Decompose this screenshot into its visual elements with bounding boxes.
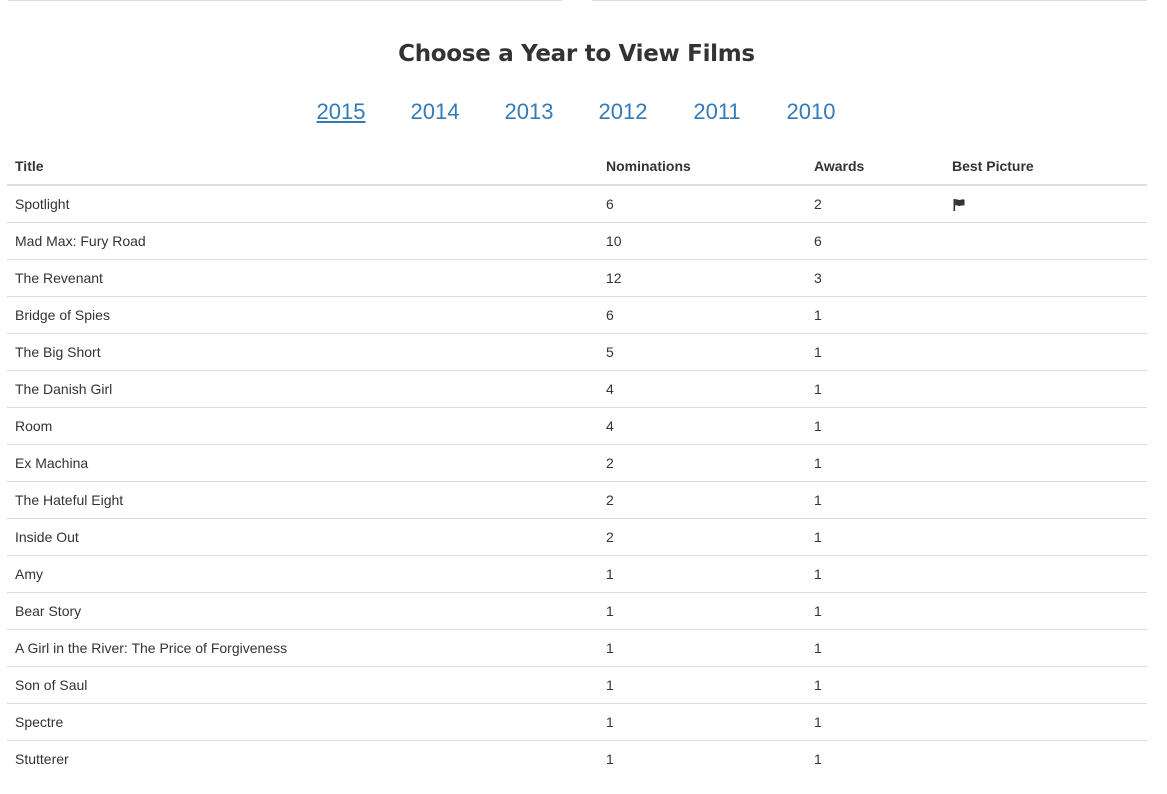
- film-awards-cell: 1: [806, 629, 944, 667]
- film-title-cell: Bridge of Spies: [7, 296, 598, 334]
- column-header-nominations: Nominations: [598, 147, 806, 186]
- year-link-2013[interactable]: 2013: [504, 99, 554, 124]
- film-awards-cell: 1: [806, 296, 944, 334]
- film-nominations-cell: 5: [598, 333, 806, 371]
- year-link-2015[interactable]: 2015: [316, 99, 366, 124]
- table-row: Room 4 1: [7, 407, 1147, 445]
- year-nav: 2015 2014 2013 2012 2011 2010: [294, 97, 874, 129]
- film-awards-cell: 1: [806, 407, 944, 445]
- table-row: Bear Story 1 1: [7, 592, 1147, 630]
- film-nominations-cell: 4: [598, 407, 806, 445]
- film-title-cell: The Hateful Eight: [7, 481, 598, 519]
- table-row: Mad Max: Fury Road 10 6: [7, 222, 1147, 260]
- film-best-picture-cell: [944, 666, 1147, 704]
- table-row: The Big Short 5 1: [7, 333, 1147, 371]
- year-link-2010[interactable]: 2010: [786, 99, 836, 124]
- table-row: Bridge of Spies 6 1: [7, 296, 1147, 334]
- table-row: Spotlight 6 2: [7, 185, 1147, 223]
- film-awards-cell: 1: [806, 703, 944, 741]
- film-nominations-cell: 2: [598, 444, 806, 482]
- table-row: Ex Machina 2 1: [7, 444, 1147, 482]
- film-best-picture-cell: [944, 333, 1147, 371]
- table-row: Son of Saul 1 1: [7, 666, 1147, 704]
- column-header-awards: Awards: [806, 147, 944, 186]
- film-awards-cell: 1: [806, 518, 944, 556]
- film-nominations-cell: 10: [598, 222, 806, 260]
- year-link-2011[interactable]: 2011: [693, 99, 741, 124]
- film-nominations-cell: 1: [598, 592, 806, 630]
- film-nominations-cell: 1: [598, 703, 806, 741]
- film-nominations-cell: 2: [598, 481, 806, 519]
- film-awards-cell: 1: [806, 370, 944, 408]
- film-best-picture-cell: [944, 629, 1147, 667]
- film-nominations-cell: 1: [598, 555, 806, 593]
- year-link-2014[interactable]: 2014: [410, 99, 460, 124]
- film-nominations-cell: 4: [598, 370, 806, 408]
- film-title-cell: Spectre: [7, 703, 598, 741]
- film-awards-cell: 1: [806, 592, 944, 630]
- film-best-picture-cell: [944, 259, 1147, 297]
- table-header-row: Title Nominations Awards Best Picture: [7, 147, 1147, 186]
- film-best-picture-cell: [944, 296, 1147, 334]
- film-best-picture-cell: [944, 518, 1147, 556]
- top-divider-left: [8, 0, 562, 1]
- flag-icon: [952, 198, 966, 212]
- film-best-picture-cell: [944, 592, 1147, 630]
- table-row: Stutterer 1 1: [7, 741, 1147, 778]
- film-awards-cell: 1: [806, 481, 944, 519]
- film-title-cell: The Big Short: [7, 333, 598, 371]
- table-row: The Hateful Eight 2 1: [7, 481, 1147, 519]
- film-awards-cell: 1: [806, 666, 944, 704]
- page-title: Choose a Year to View Films: [398, 41, 755, 67]
- column-header-title: Title: [7, 147, 598, 186]
- film-title-cell: Stutterer: [15, 751, 69, 767]
- film-awards-cell: 2: [806, 185, 944, 223]
- film-best-picture-cell: [944, 222, 1147, 260]
- film-nominations-cell: 2: [598, 518, 806, 556]
- film-best-picture-cell: [944, 370, 1147, 408]
- top-divider-right: [592, 0, 1147, 1]
- film-best-picture-cell: [944, 741, 1147, 778]
- film-title-cell: Room: [7, 407, 598, 445]
- top-divider: [0, 0, 1167, 1]
- film-awards-cell: 1: [806, 444, 944, 482]
- film-title-cell: Son of Saul: [7, 666, 598, 704]
- film-title-cell: Bear Story: [7, 592, 598, 630]
- film-awards-cell: 3: [806, 259, 944, 297]
- film-nominations-cell: 1: [606, 751, 614, 767]
- film-nominations-cell: 1: [598, 629, 806, 667]
- films-table: Title Nominations Awards Best Picture Sp…: [7, 147, 1147, 777]
- column-header-best-picture: Best Picture: [944, 147, 1147, 186]
- year-link-2012[interactable]: 2012: [598, 99, 648, 124]
- film-nominations-cell: 1: [598, 666, 806, 704]
- film-title-cell: Spotlight: [7, 185, 598, 223]
- table-row: Amy 1 1: [7, 555, 1147, 593]
- film-title-cell: Mad Max: Fury Road: [7, 222, 598, 260]
- films-table-body: Spotlight 6 2 Mad Max: Fury Road 10 6 The Reve…: [7, 185, 1147, 777]
- table-row: The Danish Girl 4 1: [7, 370, 1147, 408]
- film-title-cell: A Girl in the River: The Price of Forgiv…: [7, 629, 598, 667]
- table-row: The Revenant 12 3: [7, 259, 1147, 297]
- film-awards-cell: 6: [806, 222, 944, 260]
- film-best-picture-cell: [944, 185, 1147, 223]
- table-row: Inside Out 2 1: [7, 518, 1147, 556]
- film-best-picture-cell: [944, 555, 1147, 593]
- film-title-cell: The Revenant: [7, 259, 598, 297]
- film-awards-cell: 1: [806, 555, 944, 593]
- film-awards-cell: 1: [806, 333, 944, 371]
- film-title-cell: The Danish Girl: [7, 370, 598, 408]
- table-row: A Girl in the River: The Price of Forgiv…: [7, 629, 1147, 667]
- film-nominations-cell: 12: [598, 259, 806, 297]
- film-title-cell: Amy: [7, 555, 598, 593]
- film-awards-cell: 1: [814, 751, 822, 767]
- film-nominations-cell: 6: [598, 296, 806, 334]
- film-best-picture-cell: [944, 481, 1147, 519]
- film-title-cell: Inside Out: [7, 518, 598, 556]
- table-row: Spectre 1 1: [7, 703, 1147, 741]
- film-title-cell: Ex Machina: [7, 444, 598, 482]
- film-best-picture-cell: [944, 444, 1147, 482]
- film-best-picture-cell: [944, 703, 1147, 741]
- film-best-picture-cell: [944, 407, 1147, 445]
- film-nominations-cell: 6: [598, 185, 806, 223]
